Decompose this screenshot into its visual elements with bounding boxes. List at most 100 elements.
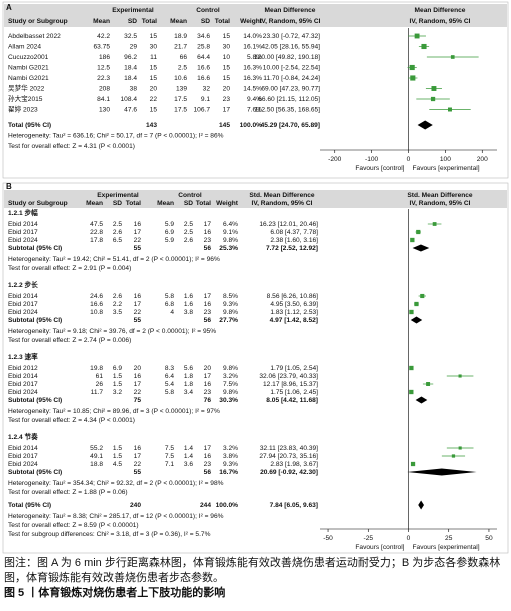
- cell: 3.4: [184, 389, 193, 396]
- ci-label: 1.79 [1.05, 2.54]: [270, 365, 318, 372]
- header-band: [4, 4, 507, 27]
- panel-frame: [2, 182, 509, 554]
- cell: 15: [150, 106, 158, 113]
- cell: 16.1%: [243, 43, 262, 50]
- cell: 16: [134, 221, 142, 228]
- cell: 55: [134, 317, 142, 324]
- note: Test for overall effect: Z = 4.31 (P < 0…: [8, 143, 135, 150]
- column-header: Weight: [240, 18, 263, 25]
- plot-header: Std. Mean Difference: [407, 192, 473, 199]
- estimate-square: [414, 301, 419, 307]
- ci-label: 7.72 [2.52, 12.92]: [266, 245, 318, 252]
- estimate-square: [410, 75, 416, 81]
- cell: 63.75: [93, 43, 110, 50]
- note: Test for overall effect: Z = 1.88 (P = 0…: [8, 489, 128, 496]
- cell: 21.7: [174, 43, 187, 50]
- ci-label: 4.97 [1.42, 8.52]: [270, 317, 318, 324]
- cell: 19.8: [90, 365, 103, 372]
- cell: 27.7%: [219, 317, 238, 324]
- cell: 108.4: [120, 96, 137, 103]
- cell: 32: [203, 85, 211, 92]
- study-name: Subtotal (95% CI): [8, 469, 62, 476]
- ci-label: 8.05 [4.42, 11.68]: [266, 397, 318, 404]
- cell: 9.1: [201, 96, 210, 103]
- note: Test for overall effect: Z = 2.91 (P = 0…: [8, 265, 131, 272]
- cell: 22.8: [90, 229, 103, 236]
- cell: 18.4: [124, 75, 137, 82]
- cell: 6.5: [113, 237, 122, 244]
- cell: 16: [204, 381, 212, 388]
- cell: 30.3%: [219, 397, 238, 404]
- cell: 22: [134, 389, 142, 396]
- estimate-square: [432, 222, 437, 226]
- cell: 1.4: [184, 453, 193, 460]
- cell: 17.5: [174, 96, 187, 103]
- cell: 25.8: [197, 43, 210, 50]
- cell: 6.8: [165, 301, 174, 308]
- cell: 96.2: [124, 54, 137, 61]
- study-name: Ebid 2017: [8, 301, 38, 308]
- cell: 5.8: [165, 293, 174, 300]
- cell: 5.9: [165, 221, 174, 228]
- cell: 6.4%: [223, 221, 238, 228]
- column-header: Mean: [170, 18, 187, 25]
- cell: 66: [180, 54, 188, 61]
- cell: 9.8%: [223, 365, 238, 372]
- cell: 2.5: [184, 221, 193, 228]
- cell: 3.2%: [223, 445, 238, 452]
- cell: 42.2: [97, 33, 110, 40]
- cell: 17: [134, 453, 142, 460]
- study-name: Ebid 2014: [8, 293, 38, 300]
- cell: 7.6%: [247, 106, 262, 113]
- cell: 22: [134, 309, 142, 316]
- estimate-square: [409, 389, 414, 395]
- cell: 12.5: [97, 64, 110, 71]
- ci-label: 42.05 [28.16, 55.94]: [261, 43, 320, 50]
- study-name: Ebid 2017: [8, 453, 38, 460]
- cell: 26: [96, 381, 104, 388]
- cell: 55: [134, 245, 142, 252]
- estimate-square: [410, 461, 416, 467]
- cell: 1.5: [113, 445, 122, 452]
- column-header: SD: [113, 200, 122, 207]
- column-header: Total: [196, 200, 211, 207]
- cell: 16: [134, 293, 142, 300]
- cell: 16: [204, 229, 212, 236]
- estimate-square: [410, 237, 415, 243]
- group-header: Experimental: [112, 7, 154, 14]
- cell: 4.5: [113, 461, 122, 468]
- estimate-square: [420, 293, 425, 299]
- cell: 15: [223, 64, 231, 71]
- cell: 143: [146, 122, 157, 129]
- cell: 4: [170, 309, 174, 316]
- cell: 56: [204, 245, 212, 252]
- cell: 145: [219, 122, 230, 129]
- study-name: Ebid 2014: [8, 445, 38, 452]
- study-name: Ebid 2024: [8, 389, 38, 396]
- cell: 2.6: [184, 237, 193, 244]
- cell: 17: [204, 293, 212, 300]
- column-header: Mean: [93, 18, 110, 25]
- cell: 3.8: [184, 309, 193, 316]
- cell: 10.6: [174, 75, 187, 82]
- cell: 100.0%: [240, 122, 263, 129]
- study-name: Subtotal (95% CI): [8, 317, 62, 324]
- x-tick-label: 0: [407, 156, 411, 163]
- cell: 61: [96, 373, 104, 380]
- cell: 22.3: [97, 75, 110, 82]
- cell: 5.8: [165, 389, 174, 396]
- cell: 6.9: [165, 229, 174, 236]
- favours-right: Favours [experimental]: [413, 544, 480, 551]
- cell: 30: [150, 43, 158, 50]
- study-name: Ebid 2014: [8, 221, 38, 228]
- cell: 14.0%: [243, 33, 262, 40]
- cell: 9.3%: [223, 461, 238, 468]
- cell: 6.9: [113, 365, 122, 372]
- cell: 3.8%: [223, 453, 238, 460]
- cell: 2.6: [113, 229, 122, 236]
- cell: 8.5%: [223, 293, 238, 300]
- cell: 15: [223, 33, 231, 40]
- ci-label: 20.69 [-0.92, 42.30]: [260, 469, 318, 476]
- cell: 16.3%: [243, 64, 262, 71]
